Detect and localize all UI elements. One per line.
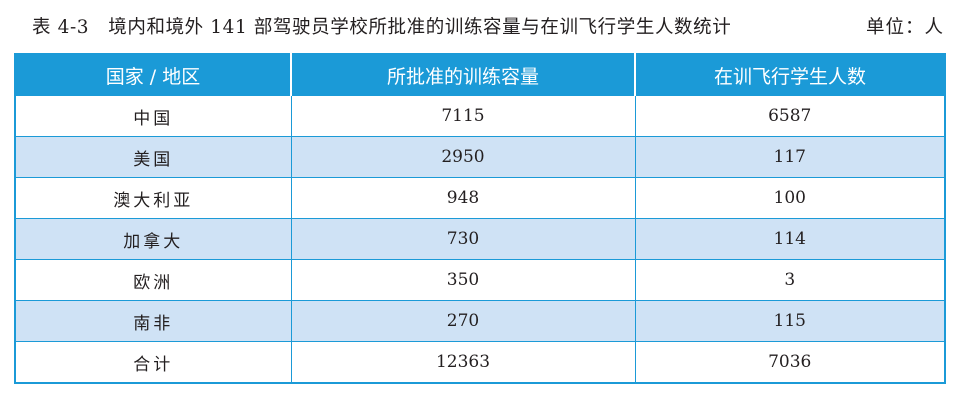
students-cell: 100 — [634, 177, 946, 219]
table-row: 澳大利亚 948 100 — [14, 177, 946, 219]
capacity-cell: 350 — [290, 259, 636, 301]
header-region: 国家 / 地区 — [15, 54, 291, 96]
total-students-cell: 7036 — [634, 341, 946, 384]
capacity-cell: 730 — [290, 218, 636, 260]
capacity-cell: 270 — [290, 300, 636, 342]
header-row: 国家 / 地区 所批准的训练容量 在训飞行学生人数 — [15, 54, 945, 96]
header-students-in-training: 在训飞行学生人数 — [634, 54, 945, 96]
table-row: 美国 2950 117 — [14, 136, 946, 178]
header-approved-capacity: 所批准的训练容量 — [290, 54, 635, 96]
table-row: 中国 7115 6587 — [14, 95, 946, 137]
table-row: 南非 270 115 — [14, 300, 946, 342]
training-capacity-table: 国家 / 地区 所批准的训练容量 在训飞行学生人数 中国 7115 6587 美… — [14, 53, 946, 384]
capacity-cell: 948 — [290, 177, 636, 219]
table-row: 加拿大 730 114 — [14, 218, 946, 260]
region-cell: 欧洲 — [14, 259, 292, 301]
students-cell: 117 — [634, 136, 946, 178]
students-cell: 6587 — [634, 95, 946, 137]
region-cell: 南非 — [14, 300, 292, 342]
table-caption: 表 4-3 境内和境外 141 部驾驶员学校所批准的训练容量与在训飞行学生人数统… — [32, 6, 944, 42]
capacity-cell: 7115 — [290, 95, 636, 137]
students-cell: 114 — [634, 218, 946, 260]
unit-label: 单位：人 — [865, 17, 944, 38]
students-cell: 115 — [634, 300, 946, 342]
region-cell: 美国 — [14, 136, 292, 178]
capacity-cell: 2950 — [290, 136, 636, 178]
total-row: 合计 12363 7036 — [14, 341, 946, 384]
table-row: 欧洲 350 3 — [14, 259, 946, 301]
region-cell: 中国 — [14, 95, 292, 137]
table-title: 表 4-3 境内和境外 141 部驾驶员学校所批准的训练容量与在训飞行学生人数统… — [32, 17, 732, 38]
total-capacity-cell: 12363 — [290, 341, 636, 384]
region-cell: 加拿大 — [14, 218, 292, 260]
students-cell: 3 — [634, 259, 946, 301]
region-cell: 澳大利亚 — [14, 177, 292, 219]
total-label-cell: 合计 — [14, 341, 292, 384]
